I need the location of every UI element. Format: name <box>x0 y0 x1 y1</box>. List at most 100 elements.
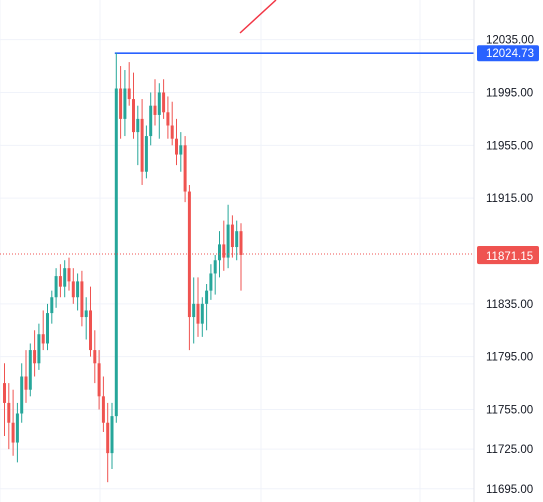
price-tag-0: 12024.73 <box>477 45 539 62</box>
candlestick-series <box>3 52 243 483</box>
candle-18 <box>80 270 84 327</box>
candle-24 <box>106 402 110 483</box>
candle-body <box>119 88 123 119</box>
candle-45 <box>196 277 200 337</box>
candle-body <box>24 376 28 390</box>
trend-line-layer <box>239 0 277 34</box>
candle-17 <box>76 273 80 311</box>
price-tick-label: 11835.00 <box>486 299 533 311</box>
candle-body <box>37 334 41 364</box>
candle-53 <box>230 215 234 258</box>
candle-20 <box>89 286 92 357</box>
candle-29 <box>127 62 131 106</box>
candle-54 <box>235 220 239 261</box>
candle-body <box>235 231 239 248</box>
candle-body <box>7 402 11 423</box>
candle-51 <box>222 220 226 271</box>
price-tick-label: 11915.00 <box>486 193 533 205</box>
candle-body <box>166 112 170 126</box>
candle-46 <box>200 297 204 337</box>
candle-body <box>46 313 49 344</box>
candle-body <box>179 145 183 155</box>
candle-2 <box>11 389 15 456</box>
candle-body <box>205 290 209 304</box>
candle-47 <box>205 284 209 331</box>
candle-body <box>162 92 166 113</box>
candle-body <box>127 88 131 100</box>
candle-body <box>114 88 118 417</box>
candle-3 <box>15 402 19 463</box>
candle-body <box>183 145 187 192</box>
candle-body <box>132 99 135 133</box>
price-tick-label: 11755.00 <box>486 405 533 417</box>
candle-body <box>226 224 230 258</box>
candle-4 <box>20 363 24 423</box>
candle-49 <box>213 254 217 295</box>
candle-body <box>15 413 19 443</box>
candle-body <box>213 260 217 274</box>
candle-body <box>136 118 140 133</box>
candle-body <box>76 281 80 298</box>
candle-9 <box>41 310 45 351</box>
candle-body <box>144 136 148 172</box>
candle-39 <box>170 101 174 146</box>
candle-28 <box>123 70 127 137</box>
candle-body <box>33 350 37 364</box>
candle-32 <box>140 99 144 185</box>
candle-body <box>97 363 101 397</box>
candle-body <box>110 416 114 454</box>
candle-42 <box>183 136 187 203</box>
candle-0 <box>3 363 6 436</box>
candle-26 <box>114 52 118 423</box>
candle-body <box>200 303 204 324</box>
candle-body <box>196 303 200 324</box>
candle-body <box>157 92 161 115</box>
price-tag-label: 12024.73 <box>486 48 534 60</box>
price-tick-label: 11955.00 <box>486 140 533 152</box>
candle-30 <box>132 72 135 139</box>
candle-body <box>239 231 243 255</box>
candle-body <box>101 396 105 423</box>
candle-body <box>192 303 196 318</box>
candle-37 <box>162 79 166 119</box>
candle-1 <box>7 383 11 450</box>
candle-body <box>149 105 153 137</box>
candle-body <box>123 88 127 119</box>
candle-40 <box>175 118 178 166</box>
candle-8 <box>37 323 41 370</box>
price-tag-box <box>477 248 539 265</box>
candle-41 <box>179 132 183 172</box>
candle-body <box>175 138 178 155</box>
candle-16 <box>71 268 75 304</box>
candle-21 <box>93 330 97 384</box>
candle-31 <box>136 105 140 166</box>
candle-body <box>67 268 71 282</box>
candle-body <box>3 383 6 403</box>
candle-33 <box>144 125 148 179</box>
price-tick-label: 11995.00 <box>486 87 533 99</box>
candle-7 <box>33 330 37 377</box>
candle-27 <box>119 66 123 139</box>
price-axis[interactable]: 12035.00 11995.00 11955.00 11915.00 11835.00… <box>473 0 534 502</box>
candle-44 <box>192 277 196 344</box>
candle-55 <box>239 223 243 291</box>
candle-body <box>89 310 92 351</box>
candle-52 <box>226 204 230 269</box>
candle-body <box>63 268 67 287</box>
grid <box>0 0 474 502</box>
candle-body <box>54 276 58 298</box>
candle-body <box>84 310 88 318</box>
candle-34 <box>149 92 153 146</box>
price-tick-label: 11695.00 <box>486 484 533 496</box>
candle-13 <box>58 264 62 298</box>
candle-body <box>58 276 62 287</box>
candle-body <box>93 350 97 364</box>
candle-body <box>50 297 54 314</box>
candle-body <box>41 334 45 344</box>
candle-body <box>28 350 32 390</box>
candle-body <box>209 273 213 291</box>
candle-body <box>222 244 226 258</box>
trend-line <box>239 0 277 34</box>
candle-6 <box>28 343 32 397</box>
